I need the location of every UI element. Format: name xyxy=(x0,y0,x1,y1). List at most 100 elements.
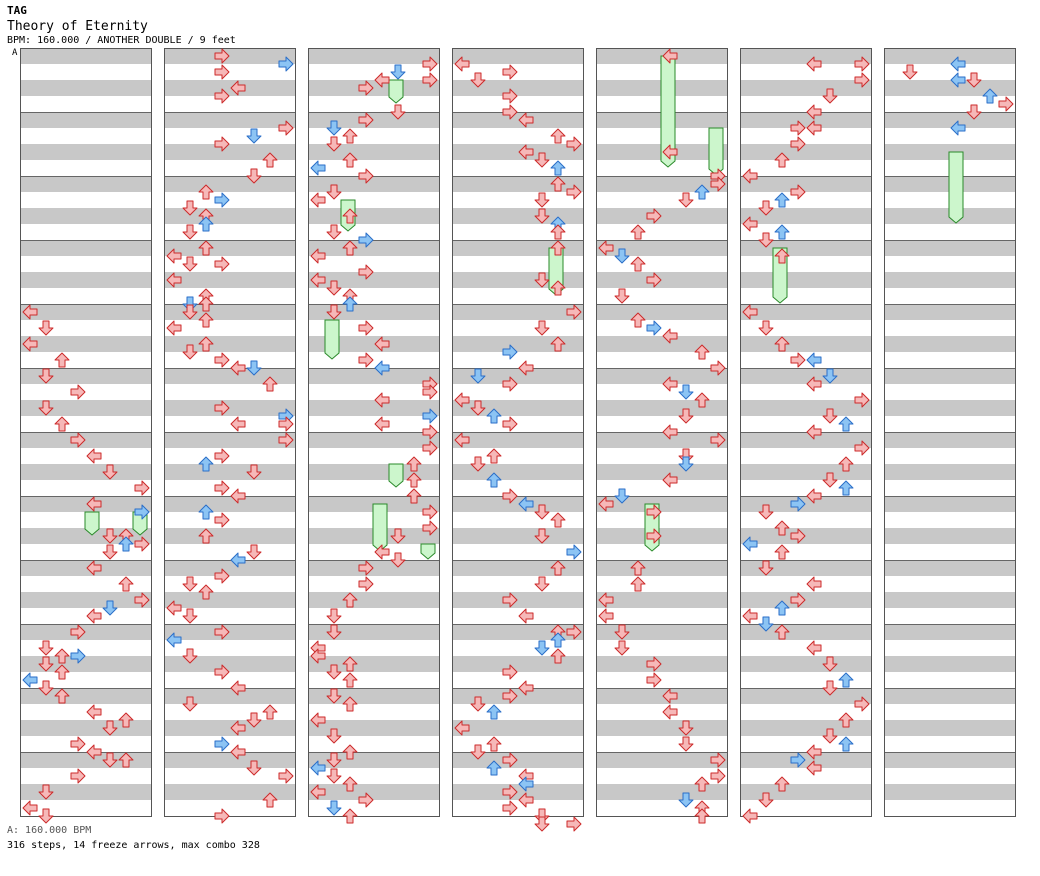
stripe xyxy=(596,272,728,288)
stripe xyxy=(20,784,152,800)
arrow-right-icon xyxy=(646,656,662,672)
arrow-left-icon xyxy=(598,608,614,624)
stripe xyxy=(740,368,872,384)
stripe xyxy=(164,720,296,736)
stripe xyxy=(452,144,584,160)
arrow-up-icon xyxy=(774,152,790,168)
arrow-right-icon xyxy=(278,432,294,448)
arrow-right-icon xyxy=(358,576,374,592)
chart-column-7 xyxy=(884,48,1016,817)
arrow-down-icon xyxy=(470,400,486,416)
arrow-right-icon xyxy=(790,352,806,368)
arrow-down-icon xyxy=(614,624,630,640)
arrow-right-icon xyxy=(358,320,374,336)
arrow-left-icon xyxy=(230,552,246,568)
arrow-left-icon xyxy=(374,392,390,408)
arrow-right-icon xyxy=(710,752,726,768)
arrow-left-icon xyxy=(518,792,534,808)
arrow-up-icon xyxy=(550,336,566,352)
stripe xyxy=(740,528,872,544)
arrow-right-icon xyxy=(502,688,518,704)
arrow-up-icon xyxy=(774,600,790,616)
arrow-right-icon xyxy=(358,168,374,184)
arrow-up-icon xyxy=(342,208,358,224)
arrow-down-icon xyxy=(534,192,550,208)
arrow-up-icon xyxy=(198,504,214,520)
stripe xyxy=(308,752,440,768)
arrow-right-icon xyxy=(70,384,86,400)
stripe xyxy=(308,48,440,64)
stripe xyxy=(20,496,152,512)
arrow-up-icon xyxy=(342,240,358,256)
arrow-up-icon xyxy=(198,584,214,600)
arrow-up-icon xyxy=(198,312,214,328)
arrow-left-icon xyxy=(86,448,102,464)
arrow-left-icon xyxy=(806,376,822,392)
arrow-left-icon xyxy=(166,248,182,264)
stripe xyxy=(884,272,1016,288)
arrow-right-icon xyxy=(710,360,726,376)
stripe xyxy=(740,720,872,736)
arrow-down-icon xyxy=(758,200,774,216)
stripe xyxy=(20,48,152,64)
arrow-up-icon xyxy=(342,776,358,792)
arrow-right-icon xyxy=(214,512,230,528)
arrow-left-icon xyxy=(86,560,102,576)
stripe xyxy=(164,304,296,320)
arrow-down-icon xyxy=(102,752,118,768)
arrow-up-icon xyxy=(486,760,502,776)
arrow-left-icon xyxy=(662,704,678,720)
arrow-down-icon xyxy=(246,712,262,728)
arrow-right-icon xyxy=(854,696,870,712)
arrow-right-icon xyxy=(358,352,374,368)
stripe xyxy=(308,720,440,736)
arrow-left-icon xyxy=(518,776,534,792)
arrow-left-icon xyxy=(662,424,678,440)
arrow-up-icon xyxy=(774,248,790,264)
stripe xyxy=(164,592,296,608)
stripe xyxy=(164,80,296,96)
arrow-left-icon xyxy=(806,104,822,120)
stripe xyxy=(164,688,296,704)
arrow-down-icon xyxy=(758,792,774,808)
arrow-down-icon xyxy=(326,280,342,296)
arrow-left-icon xyxy=(166,272,182,288)
arrow-right-icon xyxy=(358,264,374,280)
stripe xyxy=(308,624,440,640)
arrow-left-icon xyxy=(454,392,470,408)
arrow-up-icon xyxy=(838,480,854,496)
arrow-down-icon xyxy=(326,728,342,744)
stripe xyxy=(740,464,872,480)
arrow-right-icon xyxy=(566,544,582,560)
freeze-arrow xyxy=(948,151,964,224)
freeze-arrow xyxy=(372,503,388,552)
arrow-down-icon xyxy=(534,576,550,592)
arrow-down-icon xyxy=(102,464,118,480)
arrow-left-icon xyxy=(310,784,326,800)
stripe xyxy=(452,272,584,288)
arrow-down-icon xyxy=(534,320,550,336)
stripe xyxy=(164,208,296,224)
stripe xyxy=(308,336,440,352)
arrow-right-icon xyxy=(566,816,582,832)
stripe xyxy=(452,720,584,736)
stripe xyxy=(452,304,584,320)
arrow-left-icon xyxy=(374,336,390,352)
stripe xyxy=(20,368,152,384)
stripe xyxy=(164,336,296,352)
stripe xyxy=(308,688,440,704)
stripe xyxy=(20,144,152,160)
arrow-right-icon xyxy=(854,56,870,72)
song-title: Theory of Eternity xyxy=(7,19,148,34)
arrow-down-icon xyxy=(326,688,342,704)
stripe xyxy=(452,400,584,416)
arrow-up-icon xyxy=(694,184,710,200)
arrow-up-icon xyxy=(486,448,502,464)
arrow-right-icon xyxy=(214,136,230,152)
arrow-left-icon xyxy=(662,688,678,704)
arrow-up-icon xyxy=(486,704,502,720)
arrow-down-icon xyxy=(38,400,54,416)
arrow-left-icon xyxy=(374,72,390,88)
arrow-up-icon xyxy=(262,704,278,720)
arrow-down-icon xyxy=(182,344,198,360)
